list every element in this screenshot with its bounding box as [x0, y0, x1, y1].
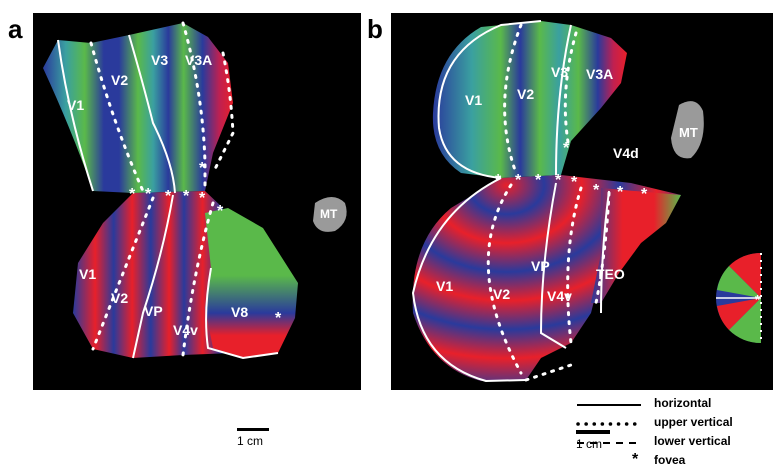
b-border-v1-upper	[437, 20, 542, 179]
b-label-teo: TEO	[596, 266, 625, 282]
legend-swatch-dotted	[576, 422, 643, 426]
b-lower-vertical-2	[566, 186, 583, 345]
legend-row-upper-vertical: upper vertical	[575, 415, 775, 431]
b-lower-vertical-1	[486, 183, 523, 375]
fovea-star: *	[593, 182, 600, 199]
a-border-v1-edge	[57, 39, 94, 192]
panel-b-map: * * * * * * * * * * V1 V2 V3 V	[411, 20, 762, 383]
a-label-v2-lower: V2	[111, 290, 128, 306]
panel-b: * * * * * * * * * * V1 V2 V3 V	[391, 13, 773, 390]
a-label-v1-lower: V1	[79, 266, 96, 282]
b-label-v1-lower: V1	[436, 278, 453, 294]
b-label-vp: VP	[531, 258, 550, 274]
legend-row-fovea: * fovea	[575, 451, 775, 469]
fovea-star: *	[129, 186, 136, 203]
a-lower-vertical-1	[91, 196, 155, 351]
fovea-star: *	[563, 140, 570, 157]
legend-label-upper-vertical: upper vertical	[654, 415, 733, 429]
b-lower-vertical-4	[594, 191, 611, 305]
panel-a-label: a	[8, 14, 23, 44]
a-label-vp: VP	[144, 303, 163, 319]
a-mt-region	[313, 197, 347, 232]
b-lower-vertical-3	[524, 363, 573, 382]
legend-swatch-solid	[577, 404, 641, 406]
legend-swatch-dashed	[577, 442, 641, 444]
b-label-mt: MT	[679, 125, 698, 140]
a-label-v1-upper: V1	[67, 97, 84, 113]
fovea-star: *	[275, 310, 282, 327]
legend-label-horizontal: horizontal	[654, 396, 712, 410]
b-mt-region	[671, 101, 704, 159]
panel-a-v8-field	[205, 208, 298, 358]
b-upper-vertical-1	[503, 23, 523, 175]
a-label-v4v: V4v	[173, 322, 198, 338]
a-border-v8	[205, 267, 279, 360]
panel-b-label: b	[367, 14, 383, 44]
legend-label-fovea: fovea	[654, 453, 686, 467]
scale-bar-b: 1 cm	[576, 430, 610, 451]
b-label-v3a: V3A	[586, 66, 613, 82]
panel-b-upper-field	[432, 21, 627, 178]
b-label-v2-upper: V2	[517, 86, 534, 102]
b-label-v4v: V4v	[547, 288, 572, 304]
panel-a-map: * * * * * * * * V1 V2 V3 V3A V1 V2 VP V4…	[43, 21, 347, 360]
legend-row-horizontal: horizontal	[575, 396, 775, 412]
scale-bar-b-label: 1 cm	[576, 437, 603, 451]
fovea-star: *	[515, 172, 522, 189]
fovea-star: *	[199, 190, 206, 207]
b-border-v2-v3	[555, 24, 572, 176]
fovea-star: *	[571, 174, 578, 191]
b-label-v2-lower: V2	[493, 286, 510, 302]
b-border-v1-lower	[411, 177, 527, 383]
a-label-v8: V8	[231, 304, 248, 320]
fovea-star: *	[641, 186, 648, 203]
legend-row-lower-vertical: lower vertical	[575, 434, 775, 450]
a-fovea-stars: * * * * * * * *	[129, 160, 282, 327]
panel-a: * * * * * * * * V1 V2 V3 V3A V1 V2 VP V4…	[33, 13, 361, 390]
legend-star-icon: *	[632, 451, 639, 468]
b-border-v2-vp	[539, 182, 567, 349]
fovea-star: *	[217, 203, 224, 220]
scale-bar-a-label: 1 cm	[237, 434, 264, 448]
b-label-v4d: V4d	[613, 145, 639, 161]
a-label-v3: V3	[151, 52, 168, 68]
fovea-star: *	[555, 172, 562, 189]
fovea-star: *	[755, 292, 761, 307]
scale-bar-b-line	[576, 430, 610, 434]
fovea-star: *	[199, 160, 206, 177]
a-border-v2-v3	[128, 34, 176, 194]
panel-a-upper-field	[43, 23, 233, 193]
a-label-mt: MT	[320, 207, 338, 221]
fovea-star: *	[535, 172, 542, 189]
scale-bar-a-line	[237, 428, 269, 431]
fovea-star: *	[183, 188, 190, 205]
fovea-star: *	[617, 184, 624, 201]
fovea-star: *	[165, 188, 172, 205]
fovea-star: *	[145, 186, 152, 203]
panel-b-teo-field	[591, 188, 681, 303]
fovea-star: *	[495, 172, 502, 189]
b-label-v1-upper: V1	[465, 92, 482, 108]
a-border-v2-vp	[132, 194, 174, 359]
a-upper-vertical-1	[89, 41, 145, 193]
a-upper-vertical-3	[211, 51, 235, 175]
b-visual-field-key: *	[716, 252, 762, 344]
b-fovea-stars: * * * * * * * * *	[495, 140, 648, 203]
a-label-v2-upper: V2	[111, 72, 128, 88]
legend-label-lower-vertical: lower vertical	[654, 434, 731, 448]
a-label-v3a: V3A	[185, 52, 212, 68]
scale-bar-a: 1 cm	[237, 428, 269, 448]
b-label-v3: V3	[551, 64, 568, 80]
legend: horizontal upper vertical lower vertical…	[575, 393, 775, 472]
a-upper-vertical-2	[181, 21, 207, 193]
a-lower-vertical-2	[181, 201, 215, 357]
